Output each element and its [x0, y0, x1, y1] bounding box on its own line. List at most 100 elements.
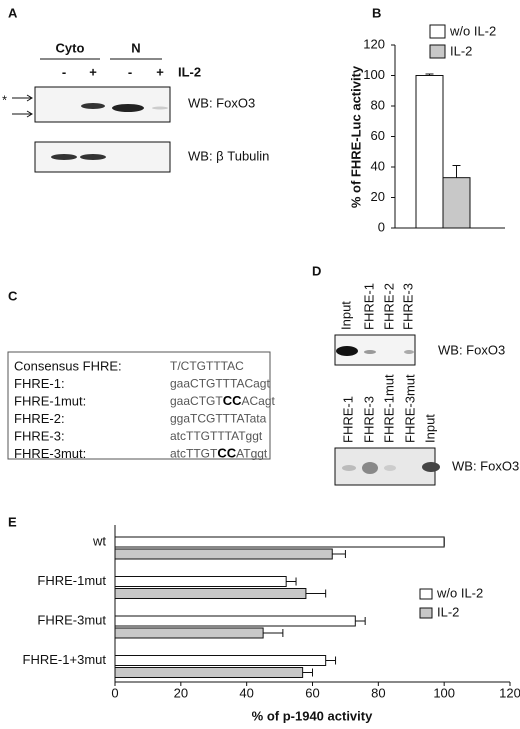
- group-label: N: [131, 40, 140, 55]
- category-label: FHRE-1+3mut: [23, 652, 107, 667]
- sequence-part: ggaTCGTTTATata: [170, 412, 267, 426]
- marker: *: [2, 92, 7, 107]
- group-label: Cyto: [56, 40, 85, 55]
- sequence-box: [7, 351, 271, 460]
- bar: [114, 588, 307, 599]
- lane-label: +: [156, 64, 164, 79]
- x-tick-label: 80: [371, 685, 385, 700]
- band: [81, 103, 105, 109]
- x-tick-label: 100: [433, 685, 455, 700]
- lane-label: FHRE-3mut: [402, 374, 417, 443]
- bar: [114, 548, 333, 560]
- error-bar: [425, 73, 434, 76]
- sequence-part: gaaCTGTTTACagt: [170, 377, 270, 391]
- x-tick-label: 0: [111, 685, 118, 700]
- x-tick-label: 40: [239, 685, 253, 700]
- lane-label: FHRE-3: [361, 396, 376, 443]
- band: [384, 465, 396, 471]
- lane-label: Input: [422, 414, 437, 443]
- panel-label: E: [8, 514, 17, 529]
- treatment-label: IL-2: [178, 64, 201, 79]
- error-bar: [305, 589, 327, 598]
- panel-label: C: [8, 288, 18, 303]
- band: [364, 350, 376, 354]
- error-bar: [452, 164, 461, 178]
- x-tick-label: 20: [174, 685, 188, 700]
- blot-label: WB: FoxO3: [452, 458, 519, 473]
- blot-label: WB: β Tubulin: [188, 148, 269, 163]
- sequence-part: ACagt: [241, 394, 275, 408]
- band: [362, 462, 378, 474]
- category-label: wt: [92, 533, 106, 548]
- row-name: FHRE-2:: [14, 411, 65, 426]
- error-bar: [355, 617, 366, 625]
- y-tick-label: 40: [371, 158, 385, 173]
- row-name: FHRE-3:: [14, 428, 65, 443]
- blot-label: WB: FoxO3: [188, 95, 255, 110]
- error-bar: [302, 668, 313, 677]
- row-name: FHRE-1:: [14, 376, 65, 391]
- sequence: atcTTGTTTATggt: [170, 429, 263, 443]
- band: [422, 462, 440, 472]
- arrow: [12, 94, 33, 118]
- lane-label: FHRE-3: [400, 283, 415, 330]
- lane-label: FHRE-1mut: [381, 374, 396, 443]
- y-axis-label: % of FHRE-Luc activity: [348, 65, 363, 208]
- error-bar: [332, 550, 346, 558]
- band: [404, 350, 414, 354]
- row-name: FHRE-3mut:: [14, 446, 86, 461]
- band: [336, 346, 358, 356]
- legend-swatch: [419, 588, 433, 600]
- band: [342, 465, 356, 471]
- x-tick-label: 120: [499, 685, 520, 700]
- row-name: FHRE-1mut:: [14, 393, 86, 408]
- lane-label: FHRE-2: [381, 283, 396, 330]
- band: [80, 154, 106, 160]
- row-name: Consensus FHRE:: [14, 358, 122, 373]
- legend-swatch: [429, 44, 446, 59]
- panel-label: B: [372, 5, 381, 20]
- sequence: T/CTGTTTAC: [170, 359, 244, 373]
- x-axis-label: % of p-1940 activity: [252, 708, 373, 723]
- error-bar: [263, 629, 284, 637]
- y-tick-label: 80: [371, 97, 385, 112]
- band: [152, 106, 168, 110]
- sequence: ggaTCGTTTATata: [170, 412, 267, 426]
- y-tick-label: 100: [363, 67, 385, 82]
- legend-label: IL-2: [437, 604, 459, 619]
- sequence-part: gaaCTGT: [170, 394, 223, 408]
- bar: [114, 536, 445, 548]
- band: [51, 154, 77, 160]
- blot-label: WB: FoxO3: [438, 342, 505, 357]
- error-bar: [325, 656, 337, 665]
- sequence-part: atcTTGTTTATggt: [170, 429, 263, 443]
- bar: [114, 627, 264, 639]
- sequence: gaaCTGTCCACagt: [170, 393, 275, 408]
- y-tick-label: 0: [378, 219, 385, 234]
- legend-label: w/o IL-2: [436, 585, 483, 600]
- lane-label: -: [128, 64, 132, 79]
- bar: [442, 177, 471, 229]
- bar: [114, 576, 287, 587]
- category-label: FHRE-1mut: [37, 573, 106, 588]
- sequence: atcTTGTCCATggt: [170, 446, 268, 461]
- bar: [114, 615, 356, 627]
- y-tick-label: 20: [371, 189, 385, 204]
- bar: [114, 667, 304, 678]
- lane-label: FHRE-1: [340, 396, 355, 443]
- sequence-part: atcTTGT: [170, 447, 218, 461]
- y-tick-label: 60: [371, 128, 385, 143]
- category-label: FHRE-3mut: [37, 612, 106, 627]
- sequence-part: CC: [217, 446, 236, 461]
- bar: [114, 655, 327, 666]
- x-tick-label: 60: [305, 685, 319, 700]
- panel-label: A: [8, 5, 18, 20]
- lane-label: Input: [338, 301, 353, 330]
- lane-label: FHRE-1: [361, 283, 376, 330]
- lane-label: +: [89, 64, 97, 79]
- legend-label: IL-2: [450, 43, 472, 58]
- sequence-part: T/CTGTTTAC: [170, 359, 244, 373]
- lane-label: -: [62, 64, 66, 79]
- legend-swatch: [429, 24, 446, 39]
- sequence-part: ATggt: [236, 447, 268, 461]
